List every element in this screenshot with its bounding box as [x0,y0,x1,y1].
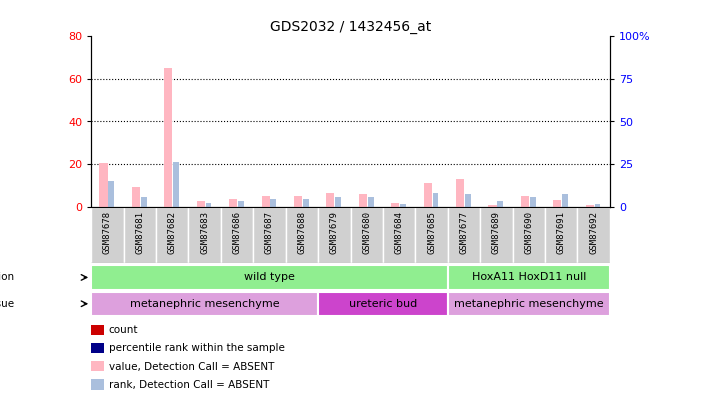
Bar [229,199,237,207]
Bar [498,201,503,207]
Text: HoxA11 HoxD11 null: HoxA11 HoxD11 null [472,273,586,282]
Title: GDS2032 / 1432456_at: GDS2032 / 1432456_at [270,20,431,34]
Text: GSM87680: GSM87680 [362,211,372,254]
Bar [91,265,448,290]
Text: GSM87688: GSM87688 [297,211,306,254]
Bar [578,207,610,263]
Text: metanephric mesenchyme: metanephric mesenchyme [130,299,280,309]
Text: GSM87683: GSM87683 [200,211,209,254]
Bar [205,203,212,207]
Bar [197,201,205,207]
Bar [350,207,383,263]
Text: percentile rank within the sample: percentile rank within the sample [109,343,285,353]
Bar [109,181,114,207]
Text: GSM87691: GSM87691 [557,211,566,254]
Bar [512,207,545,263]
Bar [448,265,610,290]
Bar [253,207,286,263]
Bar [553,200,562,207]
Text: GSM87677: GSM87677 [459,211,468,254]
Bar [156,207,189,263]
Text: tissue: tissue [0,299,15,309]
Text: value, Detection Call = ABSENT: value, Detection Call = ABSENT [109,362,274,371]
Bar [448,292,610,316]
Bar [359,194,367,207]
Text: genotype/variation: genotype/variation [0,273,15,282]
Bar [303,199,308,207]
Bar [100,163,107,207]
Bar [189,207,221,263]
Bar [391,203,400,207]
Bar [91,207,123,263]
Bar [448,207,480,263]
Bar [173,162,179,207]
Bar [221,207,253,263]
Bar [238,200,244,207]
Bar [286,207,318,263]
Bar [91,292,318,316]
Bar [261,196,270,207]
Bar [465,194,471,207]
Bar [521,196,529,207]
Bar [318,292,448,316]
Text: ureteric bud: ureteric bud [349,299,417,309]
Text: GSM87682: GSM87682 [168,211,177,254]
Text: GSM87689: GSM87689 [492,211,501,254]
Bar [294,196,302,207]
Bar [562,194,568,207]
Text: GSM87685: GSM87685 [427,211,436,254]
Bar [132,188,140,207]
Text: rank, Detection Call = ABSENT: rank, Detection Call = ABSENT [109,380,269,390]
Text: GSM87690: GSM87690 [524,211,533,254]
Text: GSM87678: GSM87678 [103,211,112,254]
Bar [456,179,464,207]
Bar [318,207,350,263]
Bar [400,204,406,207]
Text: GSM87687: GSM87687 [265,211,274,254]
Bar [586,205,594,207]
Text: GSM87681: GSM87681 [135,211,144,254]
Bar [433,193,438,207]
Text: GSM87686: GSM87686 [233,211,242,254]
Bar [489,205,496,207]
Bar [368,197,374,207]
Text: count: count [109,325,138,335]
Bar [123,207,156,263]
Bar [530,197,536,207]
Bar [383,207,415,263]
Bar [423,183,432,207]
Bar [594,204,601,207]
Text: wild type: wild type [244,273,295,282]
Bar [141,197,147,207]
Bar [335,197,341,207]
Bar [164,68,172,207]
Bar [480,207,512,263]
Text: metanephric mesenchyme: metanephric mesenchyme [454,299,604,309]
Bar [327,193,334,207]
Bar [415,207,448,263]
Text: GSM87684: GSM87684 [395,211,404,254]
Text: GSM87679: GSM87679 [329,211,339,254]
Text: GSM87692: GSM87692 [589,211,598,254]
Bar [271,199,276,207]
Bar [545,207,578,263]
